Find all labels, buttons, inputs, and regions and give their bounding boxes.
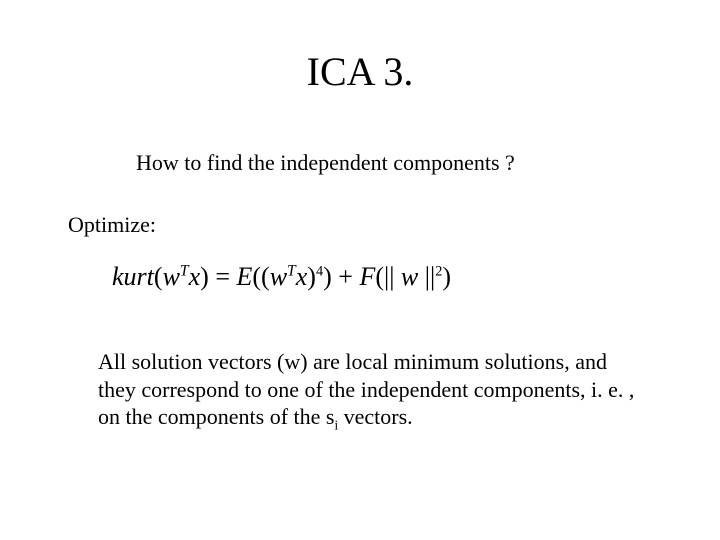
eq-rhs2-close: || (418, 262, 435, 291)
eq-close-paren: ) (200, 262, 209, 291)
eq-E: E (236, 262, 252, 291)
eq-lhs-x: x (189, 262, 201, 291)
body-text: All solution vectors (w) are local minim… (98, 348, 638, 434)
eq-F: F (359, 262, 375, 291)
eq-lhs-func: kurt (112, 262, 154, 291)
eq-rhs2-end: ) (442, 262, 451, 291)
eq-rhs1-x: x (296, 262, 308, 291)
optimize-label: Optimize: (68, 212, 156, 238)
slide-title: ICA 3. (0, 48, 720, 95)
eq-rhs1-w: w (270, 262, 287, 291)
eq-lhs-supT: T (180, 262, 189, 279)
eq-rhs1-close: ) (307, 262, 316, 291)
eq-open-paren: ( (154, 262, 163, 291)
slide-subtitle: How to find the independent components ? (136, 150, 515, 176)
eq-rhs1-open: (( (252, 262, 269, 291)
body-post: vectors. (338, 404, 413, 429)
equation: kurt(wTx) = E((wTx)4) + F(|| w ||2) (112, 262, 451, 292)
eq-rhs2-open: (|| (375, 262, 401, 291)
eq-plus: + (332, 262, 360, 291)
slide: ICA 3. How to find the independent compo… (0, 0, 720, 540)
eq-rhs1-supT: T (287, 262, 296, 279)
eq-lhs-w: w (163, 262, 180, 291)
eq-rhs1-end: ) (323, 262, 332, 291)
eq-rhs2-w: w (401, 262, 418, 291)
eq-equals: = (209, 262, 237, 291)
